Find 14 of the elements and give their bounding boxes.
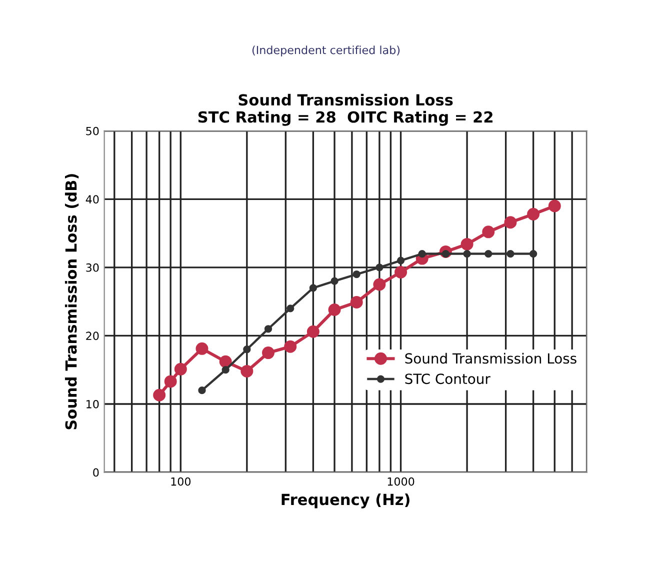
y-tick-label: 20 — [86, 332, 99, 340]
y-tick-label: 30 — [86, 263, 99, 272]
chart-title: Sound Transmission Loss STC Rating = 28 OITC Rating = 22 — [198, 94, 492, 126]
x-axis-title: Frequency (Hz) — [282, 493, 410, 508]
text: (Independent certified lab) — [252, 46, 400, 56]
x-tick-label: 100 — [171, 477, 191, 486]
y-axis-title: Sound Transmission Loss (dB) — [64, 174, 79, 430]
x-tick-label: 1000 — [388, 477, 414, 486]
y-tick-label: 50 — [86, 126, 99, 136]
legend-label: Sound Transmission Loss — [405, 352, 576, 364]
y-tick-label: 0 — [93, 468, 99, 477]
legend-label: STC Contour — [405, 374, 490, 384]
y-tick-label: 10 — [86, 400, 99, 408]
y-tick-label: 40 — [86, 195, 99, 204]
